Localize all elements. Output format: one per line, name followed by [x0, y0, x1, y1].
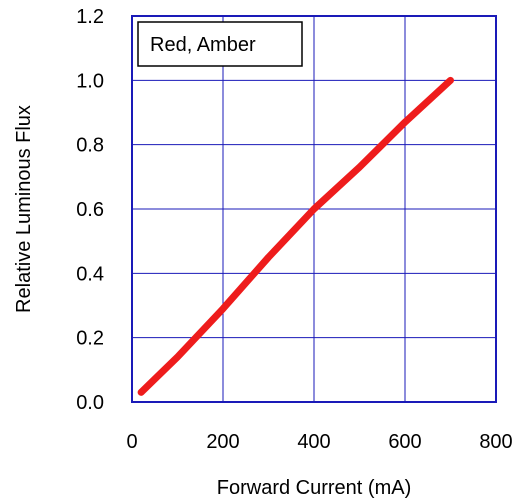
- y-tick-label: 0.0: [76, 392, 104, 414]
- series-line: [141, 80, 450, 392]
- legend: Red, Amber: [138, 22, 302, 66]
- y-tick-label: 0.6: [76, 199, 104, 221]
- y-tick-labels: 0.0 0.2 0.4 0.6 0.8 1.0 1.2: [76, 6, 104, 414]
- y-tick-label: 1.2: [76, 6, 104, 28]
- x-tick-label: 0: [126, 431, 137, 453]
- y-tick-label: 0.8: [76, 135, 104, 157]
- x-tick-labels: 0 200 400 600 800: [126, 431, 512, 453]
- x-tick-label: 600: [388, 431, 421, 453]
- y-tick-label: 0.2: [76, 328, 104, 350]
- y-tick-label: 1.0: [76, 70, 104, 92]
- x-axis-title: Forward Current (mA): [217, 477, 411, 499]
- series-layer: [141, 80, 450, 392]
- legend-label: Red, Amber: [150, 34, 256, 56]
- x-tick-label: 400: [297, 431, 330, 453]
- y-axis-title: Relative Luminous Flux: [13, 105, 35, 313]
- x-tick-label: 200: [206, 431, 239, 453]
- x-tick-label: 800: [479, 431, 512, 453]
- y-tick-label: 0.4: [76, 263, 104, 285]
